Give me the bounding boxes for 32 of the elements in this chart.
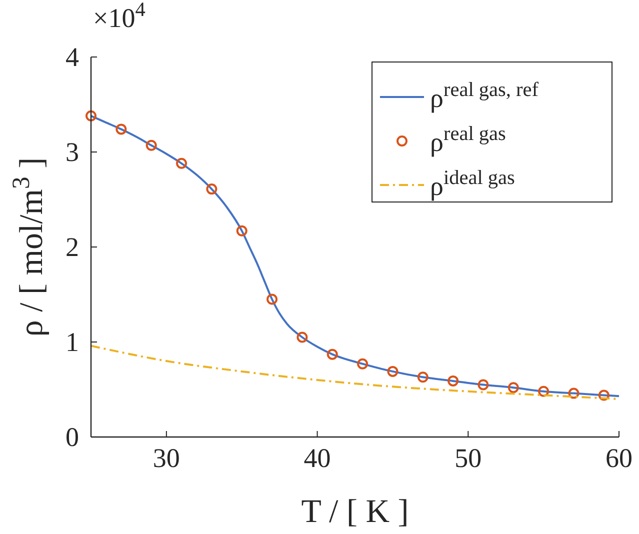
- point: [417, 372, 428, 383]
- y-tick-label: 3: [66, 137, 79, 167]
- point: [478, 379, 489, 390]
- point: [568, 388, 580, 399]
- y-tick-label: 0: [66, 422, 79, 452]
- point: [146, 140, 157, 151]
- point: [357, 358, 368, 370]
- legend-label: ρ$^{ideal gas}$: [430, 167, 516, 201]
- x-tick-label: 50: [454, 443, 482, 473]
- y-tick-label: 1: [66, 327, 79, 357]
- y-tick-label: 2: [66, 232, 79, 262]
- point: [448, 375, 459, 386]
- point: [296, 332, 308, 343]
- point: [266, 294, 278, 305]
- x-tick-label: 60: [606, 443, 632, 473]
- point: [116, 124, 127, 135]
- x-tick-label: 30: [152, 443, 180, 473]
- y-tick-label: 4: [66, 42, 80, 72]
- x-axis-title: T / [ K ]: [301, 494, 409, 530]
- point: [538, 386, 550, 397]
- text: ×10$^{4}$: [93, 0, 146, 33]
- point: [326, 348, 338, 360]
- point: [508, 382, 519, 394]
- point: [86, 110, 96, 122]
- legend-label: ρ$^{real gas}$: [430, 123, 506, 157]
- point: [387, 366, 398, 377]
- point: [236, 225, 248, 236]
- point: [598, 390, 610, 401]
- legend-label: ρ$^{real gas, ref}$: [430, 79, 539, 113]
- x-tick-label: 40: [304, 443, 331, 473]
- point: [206, 184, 218, 195]
- point: [176, 158, 188, 169]
